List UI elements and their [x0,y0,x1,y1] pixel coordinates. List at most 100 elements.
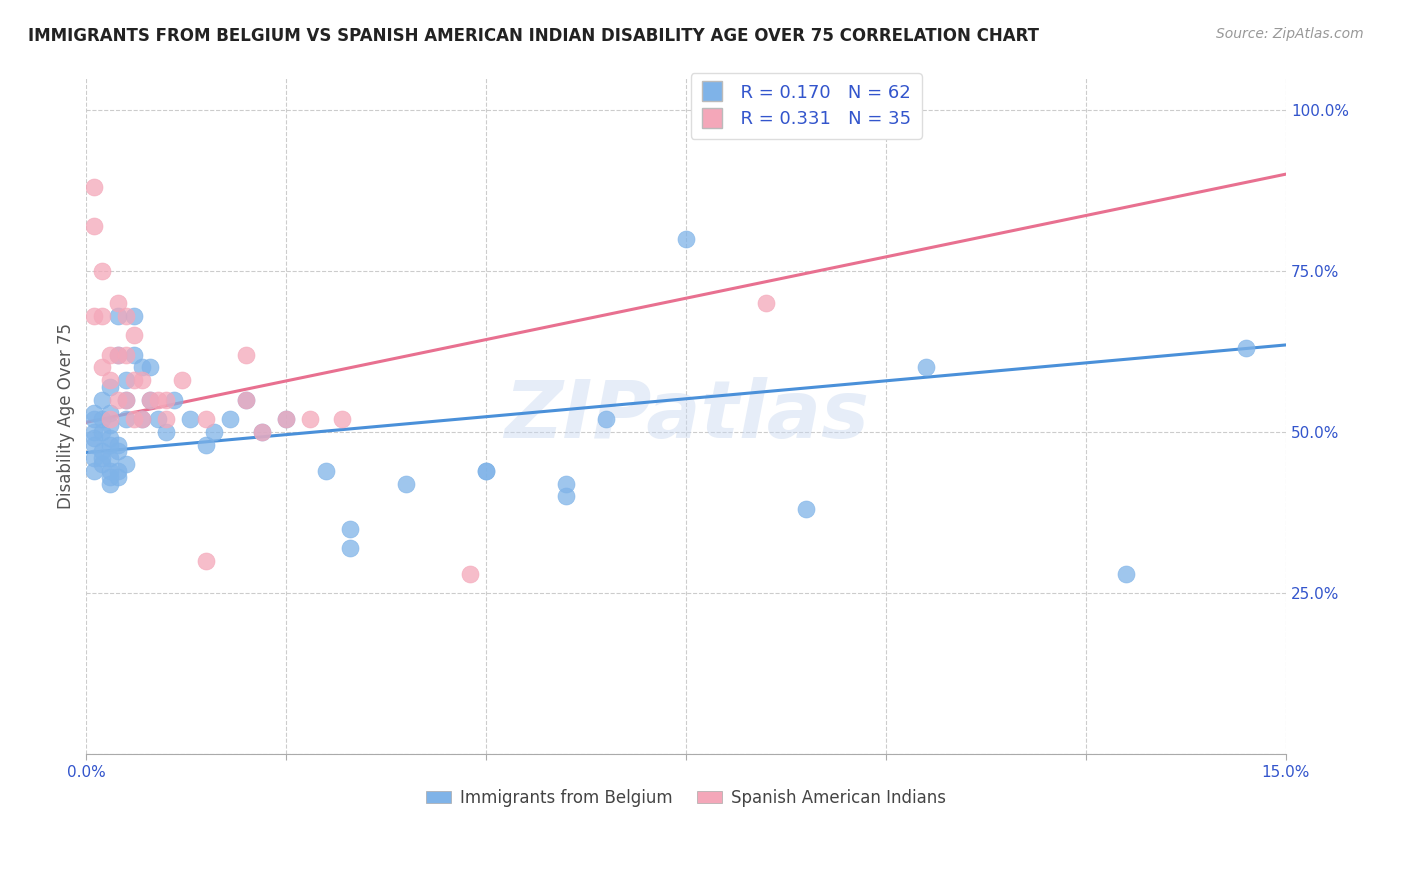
Point [98,406,121,420]
Point [83,438,105,452]
Point [252,425,274,439]
Point [91,392,114,407]
Point [299,412,322,426]
Point [139,392,162,407]
Point [131,412,153,426]
Point [83,412,105,426]
Point [124,373,146,387]
Point [107,348,129,362]
Point [83,431,105,445]
Point [555,476,578,491]
Point [252,425,274,439]
Point [91,450,114,465]
Point [155,412,177,426]
Point [107,348,129,362]
Point [1115,566,1137,581]
Point [98,470,121,484]
Point [83,450,105,465]
Point [98,373,121,387]
Point [107,470,129,484]
Point [794,502,817,516]
Point [83,425,105,439]
Point [124,348,146,362]
Point [339,522,361,536]
Point [91,412,114,426]
Point [179,412,201,426]
Point [98,418,121,433]
Point [276,412,298,426]
Point [276,412,298,426]
Point [98,380,121,394]
Point [91,309,114,323]
Point [115,392,138,407]
Point [202,425,225,439]
Point [235,392,257,407]
Point [91,264,114,278]
Point [107,444,129,458]
Point [458,566,481,581]
Point [139,360,162,375]
Point [107,296,129,310]
Point [124,309,146,323]
Point [315,464,337,478]
Point [675,231,697,245]
Text: ZIPatlas: ZIPatlas [503,376,869,455]
Point [155,392,177,407]
Point [115,392,138,407]
Point [195,554,218,568]
Point [98,438,121,452]
Point [107,464,129,478]
Point [91,425,114,439]
Point [131,360,153,375]
Point [195,412,218,426]
Point [83,406,105,420]
Point [91,457,114,471]
Point [148,412,170,426]
Point [124,412,146,426]
Point [98,476,121,491]
Point [475,464,498,478]
Point [107,392,129,407]
Point [475,464,498,478]
Point [83,464,105,478]
Point [139,392,162,407]
Point [83,219,105,233]
Point [235,348,257,362]
Point [98,348,121,362]
Point [83,180,105,194]
Point [555,489,578,503]
Text: IMMIGRANTS FROM BELGIUM VS SPANISH AMERICAN INDIAN DISABILITY AGE OVER 75 CORREL: IMMIGRANTS FROM BELGIUM VS SPANISH AMERI… [28,27,1039,45]
Point [148,392,170,407]
Point [395,476,418,491]
Point [155,425,177,439]
Point [195,438,218,452]
Point [131,412,153,426]
Point [1234,341,1257,355]
Point [131,373,153,387]
Y-axis label: Disability Age Over 75: Disability Age Over 75 [58,323,75,508]
Point [755,296,778,310]
Point [330,412,353,426]
Point [163,392,186,407]
Point [115,309,138,323]
Point [235,392,257,407]
Point [915,360,938,375]
Point [91,444,114,458]
Point [98,412,121,426]
Point [124,328,146,343]
Point [91,360,114,375]
Point [107,438,129,452]
Point [115,412,138,426]
Legend: Immigrants from Belgium, Spanish American Indians: Immigrants from Belgium, Spanish America… [420,782,952,814]
Text: Source: ZipAtlas.com: Source: ZipAtlas.com [1216,27,1364,41]
Point [172,373,194,387]
Point [595,412,617,426]
Point [98,464,121,478]
Point [219,412,242,426]
Point [115,348,138,362]
Point [83,309,105,323]
Point [339,541,361,555]
Point [115,457,138,471]
Point [115,373,138,387]
Point [98,431,121,445]
